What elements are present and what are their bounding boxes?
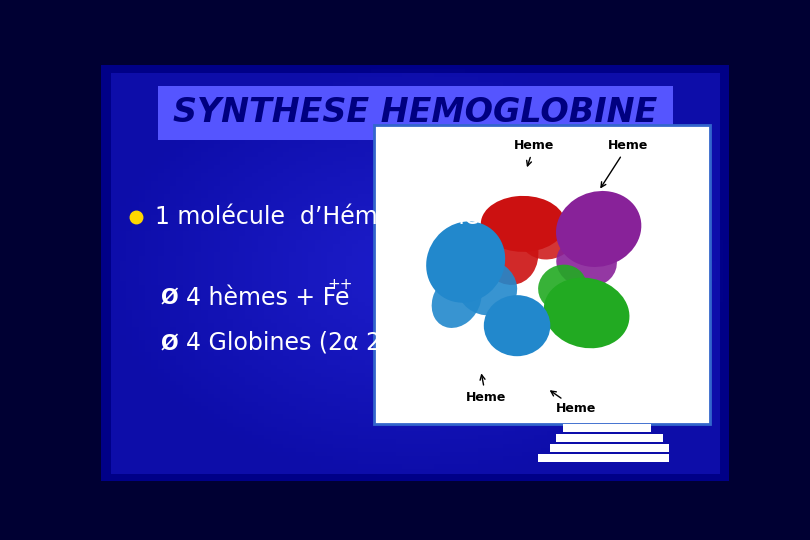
Ellipse shape [481,196,565,252]
Ellipse shape [478,214,539,285]
Ellipse shape [556,191,642,267]
Text: Heme: Heme [466,375,506,403]
Text: 4 hèmes + Fe: 4 hèmes + Fe [186,286,349,309]
Text: 1 molécule  d’Hémoglobine: 1 molécule d’Hémoglobine [155,204,479,230]
FancyBboxPatch shape [550,444,669,452]
Text: Heme: Heme [514,139,554,166]
Ellipse shape [538,265,586,310]
Text: 4 Globines (2α 2β): 4 Globines (2α 2β) [186,332,405,355]
FancyBboxPatch shape [111,73,719,474]
FancyBboxPatch shape [556,435,663,442]
Text: Ø: Ø [161,333,178,353]
Text: ++: ++ [327,277,352,292]
Ellipse shape [457,260,517,315]
Text: SYNTHESE HEMOGLOBINE: SYNTHESE HEMOGLOBINE [173,96,657,129]
Ellipse shape [556,237,617,287]
FancyBboxPatch shape [158,85,672,140]
Text: Ø: Ø [161,288,178,308]
FancyBboxPatch shape [569,415,638,422]
FancyBboxPatch shape [575,404,632,412]
Text: Heme: Heme [601,139,648,187]
FancyBboxPatch shape [538,454,669,462]
FancyBboxPatch shape [374,125,710,424]
FancyBboxPatch shape [563,424,650,432]
Ellipse shape [484,295,550,356]
Ellipse shape [544,278,629,348]
Ellipse shape [520,214,574,260]
Ellipse shape [426,221,505,303]
Ellipse shape [432,273,481,328]
Text: Heme: Heme [551,391,597,415]
